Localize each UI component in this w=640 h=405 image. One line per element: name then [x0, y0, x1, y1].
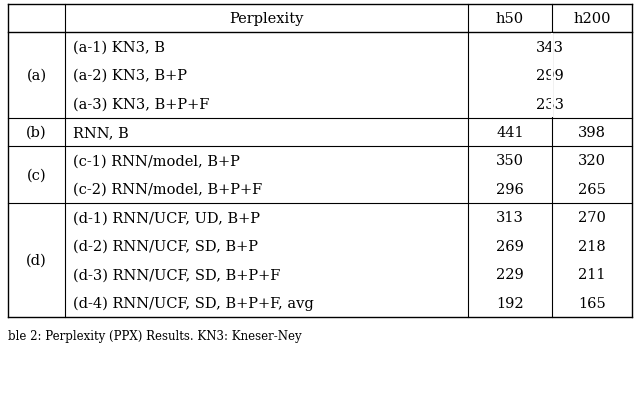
- Text: 218: 218: [578, 239, 606, 253]
- Text: RNN, B: RNN, B: [73, 126, 129, 140]
- Text: (a): (a): [26, 69, 47, 83]
- Bar: [551, 34, 553, 118]
- Text: (d): (d): [26, 254, 47, 267]
- Text: (a-1) KN3, B: (a-1) KN3, B: [73, 40, 165, 55]
- Text: (d-2) RNN/UCF, SD, B+P: (d-2) RNN/UCF, SD, B+P: [73, 239, 258, 253]
- Text: (a-2) KN3, B+P: (a-2) KN3, B+P: [73, 69, 187, 83]
- Text: 350: 350: [496, 154, 524, 168]
- Text: 270: 270: [578, 211, 606, 225]
- Text: 441: 441: [496, 126, 524, 140]
- Text: h200: h200: [573, 12, 611, 26]
- Text: Perplexity: Perplexity: [229, 12, 304, 26]
- Text: 269: 269: [496, 239, 524, 253]
- Text: 313: 313: [496, 211, 524, 225]
- Text: h50: h50: [496, 12, 524, 26]
- Text: ble 2: Perplexity (PPX) Results. KN3: Kneser-Ney: ble 2: Perplexity (PPX) Results. KN3: Kn…: [8, 329, 301, 342]
- Text: 233: 233: [536, 97, 564, 111]
- Text: 343: 343: [536, 40, 564, 55]
- Text: (b): (b): [26, 126, 47, 140]
- Text: (a-3) KN3, B+P+F: (a-3) KN3, B+P+F: [73, 97, 209, 111]
- Text: 165: 165: [578, 296, 606, 310]
- Text: (c-1) RNN/model, B+P: (c-1) RNN/model, B+P: [73, 154, 240, 168]
- Text: 229: 229: [496, 268, 524, 281]
- Text: 211: 211: [579, 268, 605, 281]
- Text: (c): (c): [27, 168, 46, 182]
- Text: (d-1) RNN/UCF, UD, B+P: (d-1) RNN/UCF, UD, B+P: [73, 211, 260, 225]
- Text: 296: 296: [496, 183, 524, 196]
- Text: (d-4) RNN/UCF, SD, B+P+F, avg: (d-4) RNN/UCF, SD, B+P+F, avg: [73, 296, 314, 310]
- Text: 320: 320: [578, 154, 606, 168]
- Text: 192: 192: [496, 296, 524, 310]
- Text: 299: 299: [536, 69, 564, 83]
- Text: 398: 398: [578, 126, 606, 140]
- Text: 265: 265: [578, 183, 606, 196]
- Text: (d-3) RNN/UCF, SD, B+P+F: (d-3) RNN/UCF, SD, B+P+F: [73, 268, 280, 281]
- Text: (c-2) RNN/model, B+P+F: (c-2) RNN/model, B+P+F: [73, 183, 262, 196]
